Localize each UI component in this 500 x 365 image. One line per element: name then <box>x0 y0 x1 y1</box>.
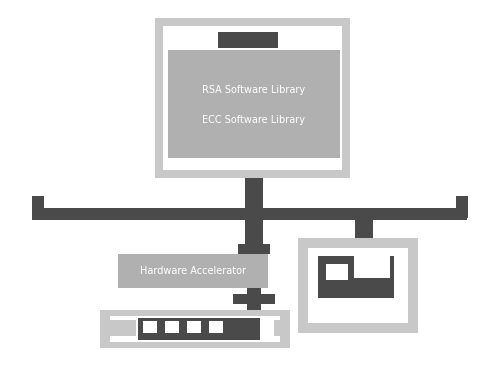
Bar <box>247 288 261 310</box>
Bar <box>245 178 263 213</box>
Bar <box>32 208 467 220</box>
Bar <box>138 318 260 340</box>
Bar <box>245 220 263 248</box>
Bar <box>187 321 201 333</box>
Bar <box>155 18 350 178</box>
Bar <box>456 196 468 218</box>
Bar <box>143 321 157 333</box>
Bar <box>308 248 408 323</box>
Bar <box>168 50 340 158</box>
Bar <box>100 310 290 348</box>
Bar <box>163 26 342 170</box>
Bar <box>110 320 136 336</box>
Bar <box>298 238 418 333</box>
Bar <box>326 264 348 280</box>
Bar <box>274 320 280 336</box>
Bar <box>218 32 278 48</box>
Bar <box>32 196 44 218</box>
Text: ECC Software Library: ECC Software Library <box>202 115 306 125</box>
Bar <box>165 321 179 333</box>
Bar <box>318 272 340 298</box>
Bar <box>209 321 223 333</box>
Text: Hardware Accelerator: Hardware Accelerator <box>140 266 246 276</box>
Text: RSA Software Library: RSA Software Library <box>202 85 306 95</box>
Bar <box>110 316 280 342</box>
Bar <box>233 294 275 304</box>
Bar <box>358 272 380 286</box>
Bar <box>355 220 373 255</box>
Bar <box>318 256 394 298</box>
Bar <box>118 254 268 288</box>
Bar <box>354 256 390 278</box>
Bar <box>238 244 270 254</box>
